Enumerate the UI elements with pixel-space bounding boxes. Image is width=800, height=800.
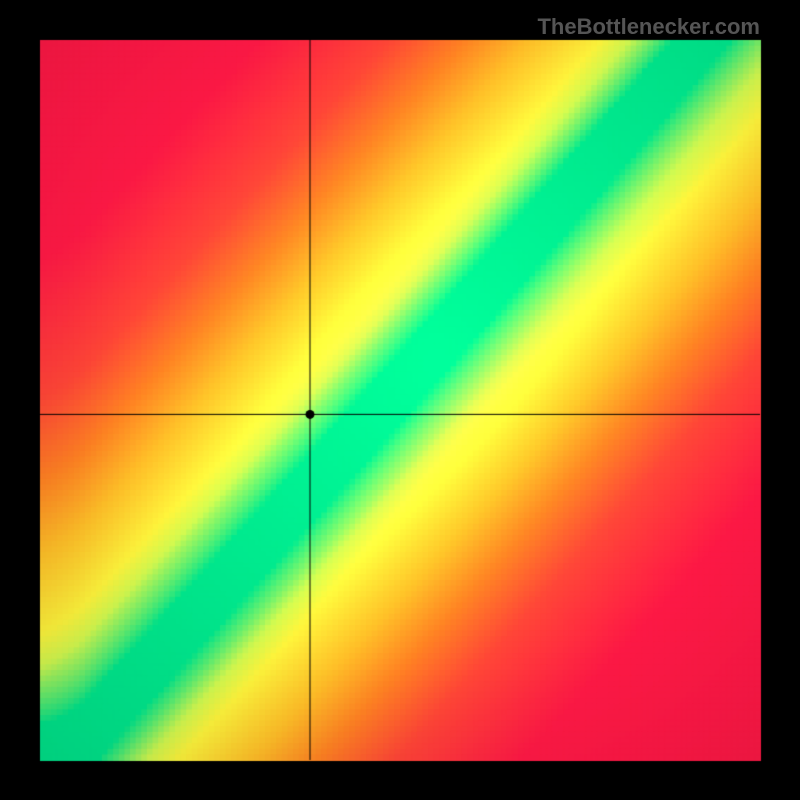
chart-container: TheBottlenecker.com — [0, 0, 800, 800]
watermark-text: TheBottlenecker.com — [537, 14, 760, 40]
bottleneck-heatmap — [0, 0, 800, 800]
